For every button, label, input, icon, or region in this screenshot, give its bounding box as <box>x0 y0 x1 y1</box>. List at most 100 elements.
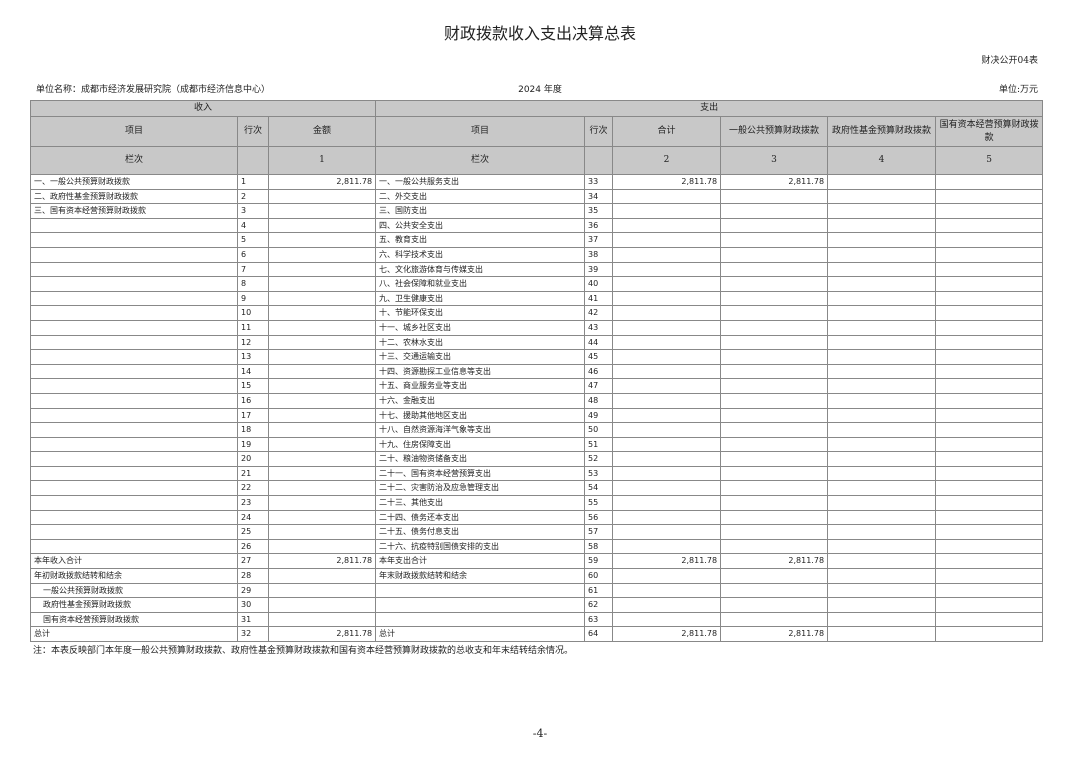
cell <box>827 276 937 292</box>
cell <box>267 334 377 351</box>
cell <box>612 611 722 628</box>
table-row: 24 二十四、债务还本支出 56 <box>30 509 1044 526</box>
cell: 16 <box>237 392 269 409</box>
cell <box>267 349 377 365</box>
cell <box>827 246 937 263</box>
cell <box>30 495 238 511</box>
cell <box>935 480 1044 497</box>
cell: 项目 <box>30 116 238 147</box>
cell <box>720 232 829 248</box>
cell <box>827 480 937 497</box>
cell <box>267 217 377 234</box>
cell <box>612 188 722 205</box>
cell: 2,811.78 <box>612 553 722 570</box>
table-row: 5 五、教育支出 37 <box>30 232 1044 248</box>
table-row: 本年收入合计 27 2,811.78 本年支出合计 59 2,811.78 2,811.78 <box>30 553 1044 570</box>
cell <box>935 334 1044 351</box>
cell: 42 <box>584 305 614 321</box>
cell <box>720 319 829 336</box>
cell <box>612 305 722 321</box>
cell: 33 <box>584 174 614 190</box>
cell: 年末财政拨款结转和结余 <box>375 568 586 584</box>
cell: 二十六、抗疫特别国债安排的支出 <box>375 538 586 555</box>
table-row: 总计 32 2,811.78 总计 64 2,811.78 2,811.78 <box>30 626 1044 642</box>
unit-name: 单位名称：成都市经济发展研究院（成都市经济信息中心） <box>36 85 271 95</box>
cell <box>612 319 722 336</box>
cell: 八、社会保障和就业支出 <box>375 276 586 292</box>
cell: 3 <box>237 203 269 219</box>
cell <box>267 480 377 497</box>
cell: 年初财政拨款结转和结余 <box>30 568 238 584</box>
cell <box>720 203 829 219</box>
cell: 50 <box>584 422 614 438</box>
cell: 国有资本经营预算财政拨款 <box>30 611 238 628</box>
table-row: 14 十四、资源勘探工业信息等支出 46 <box>30 363 1044 380</box>
cell: 四、公共安全支出 <box>375 217 586 234</box>
cell: 2,811.78 <box>612 626 722 642</box>
cell: 2,811.78 <box>267 626 377 642</box>
cell <box>584 146 614 175</box>
cell <box>827 319 937 336</box>
cell <box>267 465 377 482</box>
cell: 2,811.78 <box>267 174 377 190</box>
cell <box>827 261 937 278</box>
table-row: 一般公共预算财政拨款 29 61 <box>30 582 1044 599</box>
cell <box>612 232 722 248</box>
cell: 2,811.78 <box>612 174 722 190</box>
cell: 5 <box>237 232 269 248</box>
cell: 56 <box>584 509 614 526</box>
cell: 十九、住房保障支出 <box>375 436 586 453</box>
cell: 栏次 <box>30 146 238 175</box>
cell: 43 <box>584 319 614 336</box>
cell: 三、国有资本经营预算财政拨款 <box>30 203 238 219</box>
cell <box>935 509 1044 526</box>
table-row: 13 十三、交通运输支出 45 <box>30 349 1044 365</box>
table-row: 11 十一、城乡社区支出 43 <box>30 319 1044 336</box>
cell: 十八、自然资源海洋气象等支出 <box>375 422 586 438</box>
cell: 36 <box>584 217 614 234</box>
form-code: 财决公开04表 <box>981 56 1038 66</box>
table: 收入 支出 项目 行次 金额 项目 行次 合计 一般公共预算财政拨款 政府性基金预算财政拨款 国有资… <box>29 100 1044 642</box>
cell: 32 <box>237 626 269 642</box>
cell: 24 <box>237 509 269 526</box>
cell <box>267 290 377 307</box>
cell: 46 <box>584 363 614 380</box>
cell <box>935 232 1044 248</box>
cell <box>612 407 722 424</box>
cell <box>935 217 1044 234</box>
header-row: 项目 行次 金额 项目 行次 合计 一般公共预算财政拨款 政府性基金预算财政拨款 国有资本经营预… <box>30 116 1044 147</box>
year: 2024 年度 <box>518 85 562 95</box>
cell <box>935 538 1044 555</box>
cell <box>30 276 238 292</box>
cell <box>612 349 722 365</box>
cell: 15 <box>237 378 269 394</box>
cell <box>720 582 829 599</box>
cell: 51 <box>584 436 614 453</box>
cell <box>30 319 238 336</box>
cell <box>720 407 829 424</box>
cell: 57 <box>584 524 614 540</box>
cell <box>267 261 377 278</box>
cell: 十四、资源勘探工业信息等支出 <box>375 363 586 380</box>
cell <box>720 611 829 628</box>
cell: 十、节能环保支出 <box>375 305 586 321</box>
cell <box>267 495 377 511</box>
cell: 63 <box>584 611 614 628</box>
cell: 十二、农林水支出 <box>375 334 586 351</box>
cell: 政府性基金预算财政拨款 <box>827 116 937 147</box>
cell: 62 <box>584 597 614 613</box>
cell <box>30 451 238 467</box>
cell <box>612 334 722 351</box>
cell: 58 <box>584 538 614 555</box>
cell: 九、卫生健康支出 <box>375 290 586 307</box>
table-row: 21 二十一、国有资本经营预算支出 53 <box>30 465 1044 482</box>
cell <box>935 568 1044 584</box>
cell: 本年支出合计 <box>375 553 586 570</box>
cell: 26 <box>237 538 269 555</box>
cell <box>267 363 377 380</box>
table-row: 10 十、节能环保支出 42 <box>30 305 1044 321</box>
cell <box>720 597 829 613</box>
cell <box>935 290 1044 307</box>
cell <box>935 465 1044 482</box>
cell <box>30 436 238 453</box>
